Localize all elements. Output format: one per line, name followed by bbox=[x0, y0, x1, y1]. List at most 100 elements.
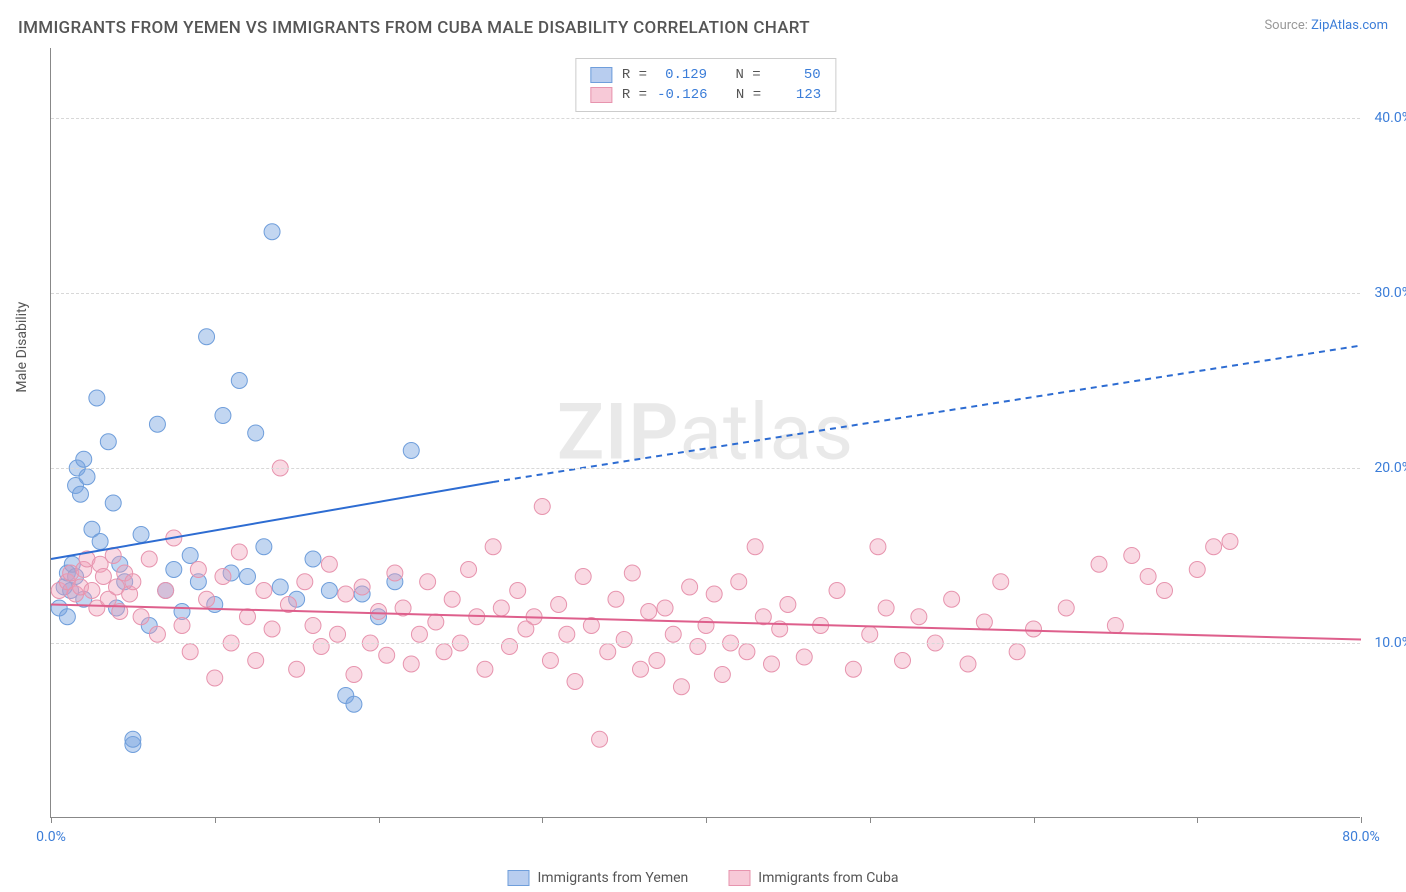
r-value-yemen: 0.129 bbox=[657, 67, 707, 83]
data-point bbox=[665, 626, 681, 642]
data-point bbox=[845, 661, 861, 677]
data-point bbox=[1107, 618, 1123, 634]
correlation-stats-box: R = 0.129 N = 50 R = -0.126 N = 123 bbox=[575, 58, 836, 112]
y-tick-label: 40.0% bbox=[1374, 110, 1406, 126]
data-point bbox=[411, 626, 427, 642]
data-point bbox=[764, 656, 780, 672]
data-point bbox=[616, 632, 632, 648]
data-point bbox=[1140, 569, 1156, 585]
data-point bbox=[125, 731, 141, 747]
x-tick bbox=[870, 817, 871, 823]
data-point bbox=[330, 626, 346, 642]
data-point bbox=[371, 604, 387, 620]
data-point bbox=[256, 539, 272, 555]
data-point bbox=[1157, 583, 1173, 599]
y-tick-label: 20.0% bbox=[1374, 460, 1406, 476]
data-point bbox=[297, 574, 313, 590]
data-point bbox=[1189, 562, 1205, 578]
data-point bbox=[575, 569, 591, 585]
data-point bbox=[690, 639, 706, 655]
data-point bbox=[534, 499, 550, 515]
source-label: Source: bbox=[1264, 18, 1307, 33]
data-point bbox=[706, 586, 722, 602]
data-point bbox=[248, 425, 264, 441]
grid-line bbox=[51, 118, 1360, 119]
x-tick bbox=[379, 817, 380, 823]
stats-row-cuba: R = -0.126 N = 123 bbox=[590, 85, 821, 105]
data-point bbox=[346, 667, 362, 683]
bottom-legend: Immigrants from Yemen Immigrants from Cu… bbox=[507, 870, 898, 886]
data-point bbox=[149, 416, 165, 432]
data-point bbox=[207, 670, 223, 686]
data-point bbox=[125, 574, 141, 590]
data-point bbox=[289, 661, 305, 677]
x-tick-label: 0.0% bbox=[36, 829, 66, 845]
data-point bbox=[321, 583, 337, 599]
data-point bbox=[485, 539, 501, 555]
trend-line bbox=[493, 346, 1361, 483]
data-point bbox=[1206, 539, 1222, 555]
data-point bbox=[633, 661, 649, 677]
data-point bbox=[510, 583, 526, 599]
data-point bbox=[182, 548, 198, 564]
data-point bbox=[428, 614, 444, 630]
data-point bbox=[993, 574, 1009, 590]
data-point bbox=[1091, 556, 1107, 572]
stats-row-yemen: R = 0.129 N = 50 bbox=[590, 65, 821, 85]
data-point bbox=[1026, 621, 1042, 637]
data-point bbox=[542, 653, 558, 669]
data-point bbox=[403, 443, 419, 459]
data-point bbox=[600, 644, 616, 660]
plot-area: ZIPatlas R = 0.129 N = 50 R = -0.126 N =… bbox=[50, 48, 1360, 818]
data-point bbox=[1222, 534, 1238, 550]
data-point bbox=[559, 626, 575, 642]
data-point bbox=[862, 626, 878, 642]
data-point bbox=[477, 661, 493, 677]
grid-line bbox=[51, 643, 1360, 644]
data-point bbox=[272, 579, 288, 595]
x-tick bbox=[706, 817, 707, 823]
data-point bbox=[657, 600, 673, 616]
source-link[interactable]: ZipAtlas.com bbox=[1311, 18, 1388, 33]
data-point bbox=[72, 486, 88, 502]
legend-label-yemen: Immigrants from Yemen bbox=[537, 870, 688, 886]
data-point bbox=[59, 609, 75, 625]
data-point bbox=[444, 591, 460, 607]
r-label: R = bbox=[622, 67, 647, 83]
data-point bbox=[199, 329, 215, 345]
grid-line bbox=[51, 293, 1360, 294]
y-tick-label: 10.0% bbox=[1374, 635, 1406, 651]
data-point bbox=[403, 656, 419, 672]
data-point bbox=[673, 679, 689, 695]
data-point bbox=[105, 495, 121, 511]
data-point bbox=[240, 569, 256, 585]
data-point bbox=[911, 609, 927, 625]
data-point bbox=[747, 539, 763, 555]
n-value-cuba: 123 bbox=[771, 87, 821, 103]
data-point bbox=[84, 583, 100, 599]
data-point bbox=[755, 609, 771, 625]
legend-item-cuba: Immigrants from Cuba bbox=[728, 870, 898, 886]
data-point bbox=[158, 583, 174, 599]
data-point bbox=[1124, 548, 1140, 564]
y-tick-label: 30.0% bbox=[1374, 285, 1406, 301]
data-point bbox=[305, 551, 321, 567]
data-point bbox=[649, 653, 665, 669]
x-tick-label: 80.0% bbox=[1342, 829, 1380, 845]
data-point bbox=[739, 644, 755, 660]
data-point bbox=[264, 224, 280, 240]
swatch-cuba bbox=[590, 87, 612, 103]
data-point bbox=[895, 653, 911, 669]
data-point bbox=[338, 586, 354, 602]
chart-svg bbox=[51, 48, 1360, 817]
source-attribution: Source: ZipAtlas.com bbox=[1264, 18, 1388, 33]
data-point bbox=[461, 562, 477, 578]
r-label: R = bbox=[622, 87, 647, 103]
r-value-cuba: -0.126 bbox=[657, 87, 707, 103]
data-point bbox=[133, 527, 149, 543]
data-point bbox=[141, 551, 157, 567]
data-point bbox=[870, 539, 886, 555]
data-point bbox=[420, 574, 436, 590]
data-point bbox=[182, 644, 198, 660]
x-tick bbox=[1034, 817, 1035, 823]
